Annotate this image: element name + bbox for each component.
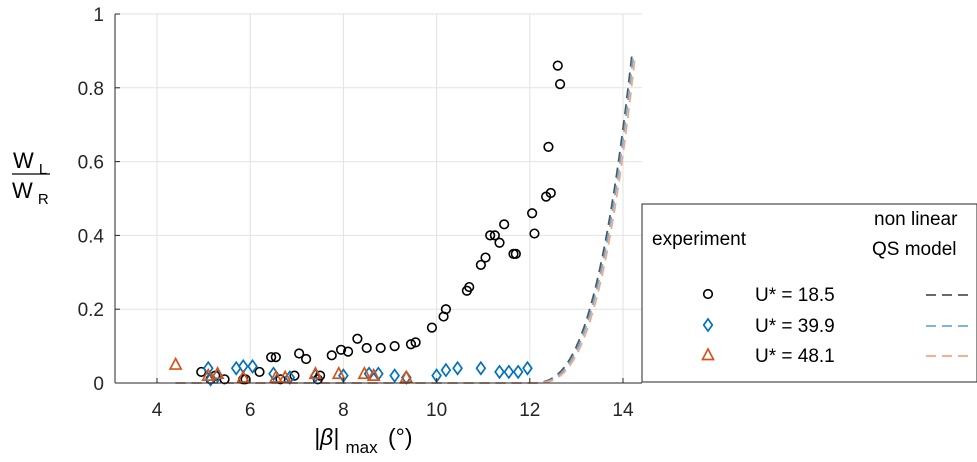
data-point <box>529 228 540 239</box>
data-markers <box>168 60 566 387</box>
data-point <box>410 337 421 348</box>
axes <box>114 13 642 384</box>
x-axis-label-main: |β| <box>314 424 339 450</box>
data-point <box>475 360 487 376</box>
data-point <box>352 333 363 344</box>
x-axis-label-unit: (°) <box>388 424 413 450</box>
model-curves <box>175 50 636 384</box>
data-point <box>485 230 496 241</box>
data-point <box>510 248 521 259</box>
model-curve-line <box>175 50 634 384</box>
x-tick-label: 8 <box>338 400 349 421</box>
y-label-numerator: W L <box>13 148 47 178</box>
y-label-denominator: W R <box>12 178 49 208</box>
data-point <box>503 364 515 380</box>
data-point <box>399 369 414 383</box>
legend-title-experiment: experiment <box>652 229 747 250</box>
y-axis-label: W L W R <box>12 148 50 208</box>
data-point <box>254 366 265 378</box>
data-point <box>545 187 556 199</box>
data-point <box>270 352 281 363</box>
data-point <box>278 369 293 383</box>
legend-marker <box>702 288 714 300</box>
legend-label: U* = 39.9 <box>755 316 835 337</box>
model-curve-line <box>175 54 635 384</box>
data-point <box>426 322 438 333</box>
x-tick-label: 12 <box>519 400 540 421</box>
x-tick-label: 4 <box>152 400 163 421</box>
data-point <box>440 304 452 315</box>
x-axis-label-sub: max <box>345 438 378 457</box>
y-label-den-main: W <box>12 178 33 203</box>
y-tick-label: 0.2 <box>78 300 104 321</box>
data-point <box>326 350 337 361</box>
data-point <box>452 360 463 376</box>
data-point <box>210 365 225 380</box>
y-label-num-sub: L <box>39 161 47 178</box>
data-point <box>512 364 524 380</box>
y-tick-label: 0.6 <box>78 153 104 174</box>
data-point <box>552 60 563 71</box>
legend: experiment non linear QS model U* = 18.5… <box>641 203 977 383</box>
data-point <box>301 353 312 365</box>
y-label-den-sub: R <box>38 191 49 208</box>
grid-lines <box>115 13 642 384</box>
x-tick-label: 10 <box>426 400 447 421</box>
data-point <box>464 281 475 293</box>
legend-marker <box>701 347 715 361</box>
data-point <box>522 360 533 376</box>
legend-title-model-1: non linear <box>874 209 958 230</box>
data-point <box>361 342 372 354</box>
data-point <box>202 360 214 376</box>
legend-label: U* = 18.5 <box>755 285 835 306</box>
legend-label: U* = 48.1 <box>755 346 835 367</box>
data-point <box>475 259 486 271</box>
data-point <box>315 370 326 381</box>
data-point <box>357 365 372 380</box>
x-tick-labels: 4 6 8 10 12 14 <box>152 400 634 421</box>
model-curve-line <box>175 55 636 384</box>
data-point <box>554 79 566 90</box>
data-point <box>527 208 538 219</box>
data-point <box>247 358 258 374</box>
data-point <box>405 339 417 350</box>
data-point <box>480 252 491 263</box>
x-tick-label: 6 <box>245 400 256 421</box>
y-tick-label: 0 <box>93 374 104 395</box>
y-tick-labels: 0 0.2 0.4 0.6 0.8 1 <box>78 5 105 395</box>
data-point <box>268 369 283 383</box>
data-point <box>440 362 452 378</box>
data-point <box>494 364 505 380</box>
data-point <box>275 374 286 385</box>
data-point <box>201 367 216 381</box>
data-point <box>335 344 347 355</box>
x-tick-label: 14 <box>612 400 634 421</box>
y-tick-label: 0.4 <box>78 226 105 247</box>
data-point <box>168 356 183 370</box>
legend-title-model-2: QS model <box>872 239 956 260</box>
y-tick-label: 1 <box>93 5 104 26</box>
y-label-num-main: W <box>13 148 34 173</box>
data-point <box>543 141 554 152</box>
data-point <box>236 369 251 383</box>
x-axis-label: |β| max (°) <box>314 424 413 458</box>
data-point <box>389 341 400 352</box>
data-point <box>342 346 354 357</box>
data-point <box>494 237 505 248</box>
data-point <box>389 368 401 384</box>
legend-entries: U* = 18.5 U* = 39.9 U* = 48.1 <box>701 285 968 367</box>
data-point <box>366 367 381 381</box>
data-point <box>308 365 323 380</box>
data-point <box>489 230 500 241</box>
data-point <box>331 365 346 380</box>
data-point <box>499 219 510 230</box>
legend-marker <box>702 317 714 333</box>
data-point <box>266 352 277 363</box>
data-point <box>294 348 305 359</box>
legend-box <box>641 203 977 383</box>
y-tick-label: 0.8 <box>78 79 104 100</box>
data-point <box>289 370 300 381</box>
data-point <box>375 342 386 354</box>
